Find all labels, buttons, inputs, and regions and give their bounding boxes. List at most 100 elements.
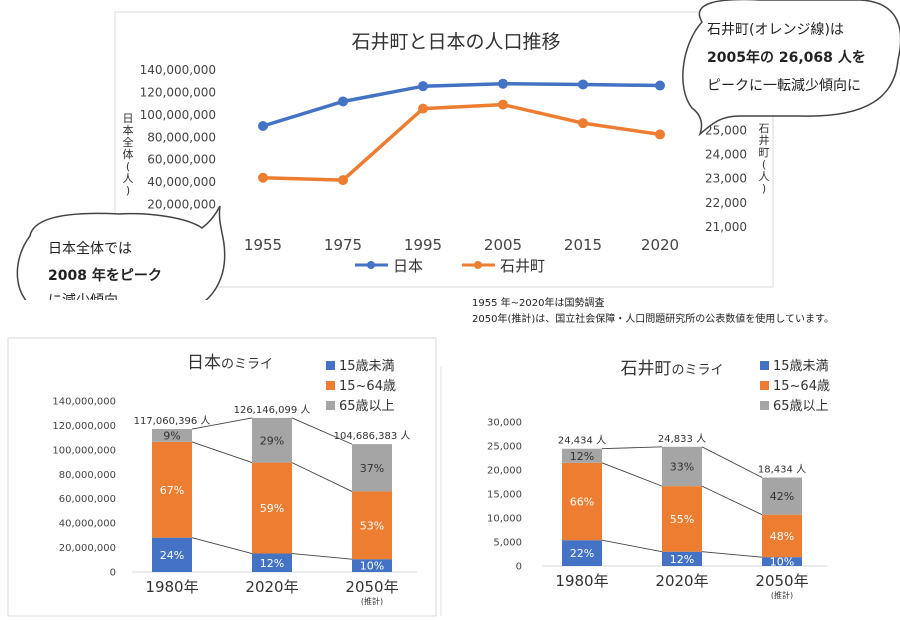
right-tick-label: 25,000 — [705, 123, 747, 137]
data-point-ishii — [258, 172, 268, 183]
right-tick-label: 21,000 — [705, 220, 747, 234]
x-tick-label: 2015 — [564, 236, 602, 254]
bar-connector — [701, 485, 763, 516]
data-point-ishii — [498, 99, 508, 110]
legend-japan-label: 日本 — [393, 257, 423, 275]
trend-chart-frame — [114, 11, 774, 288]
bar-segment-15to64 — [252, 462, 292, 554]
bar-connector — [601, 539, 663, 553]
y-tick-label: 10,000 — [487, 514, 522, 525]
future-chart-title: 日本のミライ — [187, 353, 273, 373]
bar-total-label: 24,833 人 — [658, 433, 706, 445]
bar-segment-65plus — [562, 448, 602, 463]
y-tick-label: 140,000,000 — [52, 397, 116, 408]
y-tick-label: 15,000 — [487, 490, 522, 501]
legend-label: 65歳以上 — [339, 399, 395, 414]
series-line-ishii — [262, 102, 661, 182]
bar-percent-label: 24% — [160, 549, 184, 562]
data-point-japan — [258, 120, 268, 131]
data-point-japan — [498, 78, 508, 89]
bar-segment-65plus — [152, 429, 192, 442]
bar-percent-label: 33% — [670, 460, 694, 473]
y-tick-label: 0 — [110, 568, 116, 579]
bubble-right-line1: 石井町(オレンジ線)は — [707, 22, 844, 38]
left-axis-title-char: 本 — [123, 123, 134, 137]
legend-swatch — [326, 361, 335, 370]
bar-segment-15to64 — [762, 514, 802, 558]
data-point-japan — [338, 96, 348, 107]
bar-segment-15to64 — [662, 486, 702, 552]
bar-percent-label: 9% — [163, 429, 180, 442]
bubble-left-line3: に減少傾向 — [48, 292, 118, 300]
left-tick-label: 80,000,000 — [147, 130, 216, 144]
bar-segment-15to64 — [352, 491, 392, 560]
source-note-line2: 2050年(推計)は、国立社会保障・人口問題研究所の公表数値を使用しています。 — [472, 314, 834, 325]
bar-percent-label: 10% — [360, 560, 384, 573]
trend-legend: 日本 石井町 — [355, 257, 545, 275]
left-tick-label: 120,000,000 — [140, 85, 216, 99]
y-tick-label: 100,000,000 — [52, 445, 116, 456]
legend-label: 15歳未満 — [339, 359, 395, 374]
right-tick-label: 22,000 — [705, 196, 747, 210]
data-point-ishii — [338, 175, 348, 186]
legend-swatch — [326, 401, 335, 410]
right-axis-title-char: 井 — [759, 133, 770, 147]
left-axis-title-char: ( — [126, 160, 130, 173]
legend-label: 15~64歳 — [339, 379, 396, 394]
x-tick-label: 2005 — [484, 236, 522, 254]
bar-connector — [191, 537, 253, 554]
x-tick-label: 2020 — [641, 236, 679, 254]
data-point-ishii — [578, 118, 588, 129]
right-tick-label: 23,000 — [705, 172, 747, 186]
left-tick-label: 40,000,000 — [147, 175, 216, 189]
bar-percent-label: 37% — [360, 462, 384, 475]
bar-total-label: 104,686,383 人 — [334, 430, 411, 442]
left-axis-title-char: 体 — [123, 147, 134, 161]
bar-connector — [191, 417, 253, 430]
legend-swatch — [760, 401, 769, 410]
legend-swatch — [760, 361, 769, 370]
bubble-right-line2: 2005年の 26,068 人を — [707, 49, 866, 66]
legend-label: 65歳以上 — [773, 399, 829, 414]
source-note-line1: 1955 年~2020年は国勢調査 — [472, 298, 605, 309]
category-label: 1980年 — [145, 578, 198, 596]
data-point-japan — [418, 81, 428, 92]
y-tick-label: 40,000,000 — [59, 519, 116, 530]
left-axis-title-char: 全 — [123, 135, 134, 149]
left-tick-label: 20,000,000 — [147, 198, 216, 212]
bar-percent-label: 66% — [570, 495, 594, 508]
bar-segment-65plus — [252, 417, 292, 463]
legend-label: 15歳未満 — [773, 359, 829, 374]
trend-chart: 石井町と日本の人口推移 140,000,000 120,000,000 100,00… — [16, 0, 900, 300]
x-tick-label: 1955 — [244, 236, 282, 254]
future-chart-title: 石井町のミライ — [620, 359, 723, 379]
bar-percent-label: 55% — [670, 513, 694, 526]
legend-swatch — [760, 381, 769, 390]
y-tick-label: 120,000,000 — [52, 421, 116, 432]
y-tick-label: 25,000 — [487, 442, 522, 453]
bar-percent-label: 29% — [260, 434, 284, 447]
legend-ishii-marker — [474, 261, 482, 269]
bar-segment-under15 — [762, 557, 802, 566]
bar-percent-label: 10% — [770, 556, 794, 569]
right-axis-title-char: 人 — [759, 170, 770, 183]
category-label: 2050年 — [345, 578, 398, 596]
bar-total-label: 24,434 人 — [558, 435, 606, 447]
data-point-ishii — [655, 129, 665, 140]
category-label: 2020年 — [655, 572, 708, 590]
bar-segment-65plus — [352, 444, 392, 492]
bar-connector — [701, 446, 763, 478]
bar-segment-under15 — [152, 537, 192, 572]
peak-bubble-japan: 日本全体では 2008 年をピーク に減少傾向 — [16, 205, 226, 300]
bar-percent-label: 48% — [770, 530, 794, 543]
right-axis-title-char: 町 — [759, 146, 770, 159]
data-point-ishii — [418, 103, 428, 114]
bar-segment-under15 — [562, 540, 602, 566]
bar-percent-label: 12% — [670, 553, 694, 566]
legend-swatch — [326, 381, 335, 390]
bar-segment-65plus — [662, 446, 702, 487]
bar-total-label: 117,060,396 人 — [134, 415, 211, 427]
left-axis-title-char: ) — [126, 184, 130, 197]
data-point-japan — [578, 79, 588, 90]
bar-total-label: 126,146,099 人 — [234, 404, 311, 416]
